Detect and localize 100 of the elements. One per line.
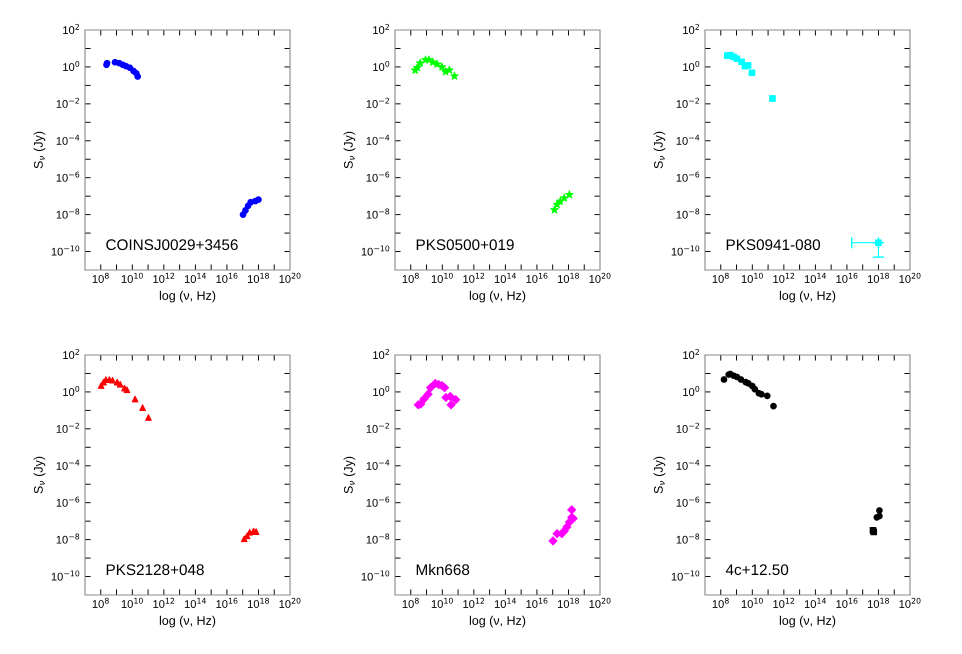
annotation: 4c+12.50 <box>726 564 788 576</box>
x-axis-title: log (ν, Hz) <box>780 616 836 628</box>
y-tick-label: 10$^{2}$ <box>63 24 79 34</box>
x-tick-label: 10$^{12}$ <box>773 598 794 608</box>
y-tick-label: 10$^{−6}$ <box>366 172 390 182</box>
y-tick-label: 10$^{−2}$ <box>56 98 79 108</box>
x-tick-label: 10$^{8}$ <box>712 598 729 608</box>
x-axis-title: log (ν, Hz) <box>470 616 526 628</box>
y-tick-label: 10$^{−2}$ <box>366 422 389 433</box>
x-tick-label: 10$^{12}$ <box>153 272 174 283</box>
y-tick-label: 10$^{−10}$ <box>362 245 390 256</box>
y-tick-label: 10$^{−2}$ <box>56 422 79 433</box>
y-tick-label: 10$^{−2}$ <box>676 422 699 433</box>
annotation: COINSJ0029+3456 <box>106 239 238 250</box>
x-tick-label: 10$^{16}$ <box>526 272 548 283</box>
x-tick-label: 10$^{20}$ <box>900 598 921 608</box>
y-tick-label: 10$^{−4}$ <box>676 460 700 470</box>
x-tick-label: 10$^{18}$ <box>868 598 889 608</box>
x-tick-label: 10$^{12}$ <box>463 272 484 283</box>
y-axis-title: S$_{ν}$ (Jy) <box>654 456 666 494</box>
y-tick-label: 10$^{−6}$ <box>676 496 700 507</box>
y-tick-label: 10$^{−2}$ <box>676 98 699 108</box>
y-tick-label: 10$^{−8}$ <box>56 534 80 544</box>
x-tick-label: 10$^{8}$ <box>402 598 419 608</box>
x-tick-label: 10$^{10}$ <box>122 272 143 283</box>
y-tick-label: 10$^{2}$ <box>683 24 699 34</box>
y-tick-label: 10$^{0}$ <box>373 386 390 396</box>
annotation: PKS0941-080 <box>726 239 820 250</box>
y-tick-label: 10$^{−8}$ <box>366 534 390 544</box>
x-tick-label: 10$^{10}$ <box>122 598 143 608</box>
y-tick-label: 10$^{−6}$ <box>676 172 700 182</box>
x-tick-label: 10$^{12}$ <box>463 598 484 608</box>
x-tick-label: 10$^{8}$ <box>712 272 729 283</box>
x-tick-label: 10$^{16}$ <box>836 272 858 283</box>
x-tick-label: 10$^{20}$ <box>280 272 301 283</box>
x-tick-label: 10$^{16}$ <box>216 272 238 283</box>
y-tick-label: 10$^{2}$ <box>683 348 699 360</box>
y-tick-label: 10$^{−10}$ <box>52 570 80 581</box>
y-tick-label: 10$^{−10}$ <box>672 570 700 581</box>
y-tick-label: 10$^{2}$ <box>373 348 389 360</box>
y-tick-label: 10$^{−8}$ <box>56 208 80 219</box>
x-tick-label: 10$^{20}$ <box>900 272 921 283</box>
y-tick-label: 10$^{0}$ <box>683 60 700 71</box>
x-tick-label: 10$^{12}$ <box>153 598 174 608</box>
x-axis-title: log (ν, Hz) <box>160 616 216 628</box>
x-tick-label: 10$^{14}$ <box>494 598 516 608</box>
x-tick-label: 10$^{20}$ <box>590 598 611 608</box>
x-tick-label: 10$^{18}$ <box>558 598 579 608</box>
y-tick-label: 10$^{0}$ <box>63 60 80 71</box>
y-axis-title: S$_{ν}$ (Jy) <box>654 132 666 168</box>
y-tick-label: 10$^{−6}$ <box>366 496 390 507</box>
y-tick-label: 10$^{−4}$ <box>676 134 700 145</box>
y-tick-label: 10$^{2}$ <box>63 348 79 360</box>
y-tick-label: 10$^{−6}$ <box>56 496 80 507</box>
x-tick-label: 10$^{8}$ <box>402 272 419 283</box>
x-tick-label: 10$^{16}$ <box>216 598 238 608</box>
x-tick-label: 10$^{18}$ <box>558 272 579 283</box>
x-tick-label: 10$^{14}$ <box>494 272 516 283</box>
y-tick-label: 10$^{0}$ <box>683 386 700 396</box>
y-tick-label: 10$^{−4}$ <box>56 134 80 145</box>
x-tick-label: 10$^{10}$ <box>432 598 453 608</box>
y-tick-label: 10$^{−4}$ <box>56 460 80 470</box>
y-tick-label: 10$^{−10}$ <box>52 245 80 256</box>
y-tick-label: 10$^{−10}$ <box>362 570 390 581</box>
x-tick-label: 10$^{16}$ <box>526 598 548 608</box>
x-tick-label: 10$^{18}$ <box>248 272 269 283</box>
y-axis-title: S$_{ν}$ (Jy) <box>34 456 46 494</box>
y-tick-label: 10$^{−8}$ <box>676 208 700 219</box>
y-axis-title: S$_{ν}$ (Jy) <box>344 132 356 168</box>
x-tick-label: 10$^{20}$ <box>590 272 611 283</box>
x-tick-label: 10$^{8}$ <box>92 272 109 283</box>
x-tick-label: 10$^{14}$ <box>804 598 826 608</box>
y-tick-label: 10$^{0}$ <box>373 60 390 71</box>
x-tick-label: 10$^{14}$ <box>184 272 206 283</box>
x-tick-label: 10$^{20}$ <box>280 598 301 608</box>
x-axis-title: log (ν, Hz) <box>160 290 216 302</box>
x-tick-label: 10$^{12}$ <box>773 272 794 283</box>
x-tick-label: 10$^{14}$ <box>804 272 826 283</box>
x-tick-label: 10$^{10}$ <box>742 598 763 608</box>
y-axis-title: S$_{ν}$ (Jy) <box>344 456 356 494</box>
x-tick-label: 10$^{18}$ <box>248 598 269 608</box>
x-axis-title: log (ν, Hz) <box>780 290 836 302</box>
annotation: Mkn668 <box>416 564 470 576</box>
y-tick-label: 10$^{−8}$ <box>366 208 390 219</box>
x-axis-title: log (ν, Hz) <box>470 290 526 302</box>
y-tick-label: 10$^{−4}$ <box>366 134 390 145</box>
y-tick-label: 10$^{−4}$ <box>366 460 390 470</box>
y-tick-label: 10$^{−2}$ <box>366 98 389 108</box>
x-tick-label: 10$^{10}$ <box>742 272 763 283</box>
x-tick-label: 10$^{18}$ <box>868 272 889 283</box>
annotation: PKS0500+019 <box>416 239 514 250</box>
y-tick-label: 10$^{2}$ <box>373 24 389 34</box>
y-tick-label: 10$^{0}$ <box>63 386 80 396</box>
x-tick-label: 10$^{16}$ <box>836 598 858 608</box>
y-tick-label: 10$^{−10}$ <box>672 245 700 256</box>
annotation: PKS2128+048 <box>106 564 204 576</box>
y-axis-title: S$_{ν}$ (Jy) <box>34 132 46 168</box>
x-tick-label: 10$^{10}$ <box>432 272 453 283</box>
y-tick-label: 10$^{−8}$ <box>676 534 700 544</box>
y-tick-label: 10$^{−6}$ <box>56 172 80 182</box>
